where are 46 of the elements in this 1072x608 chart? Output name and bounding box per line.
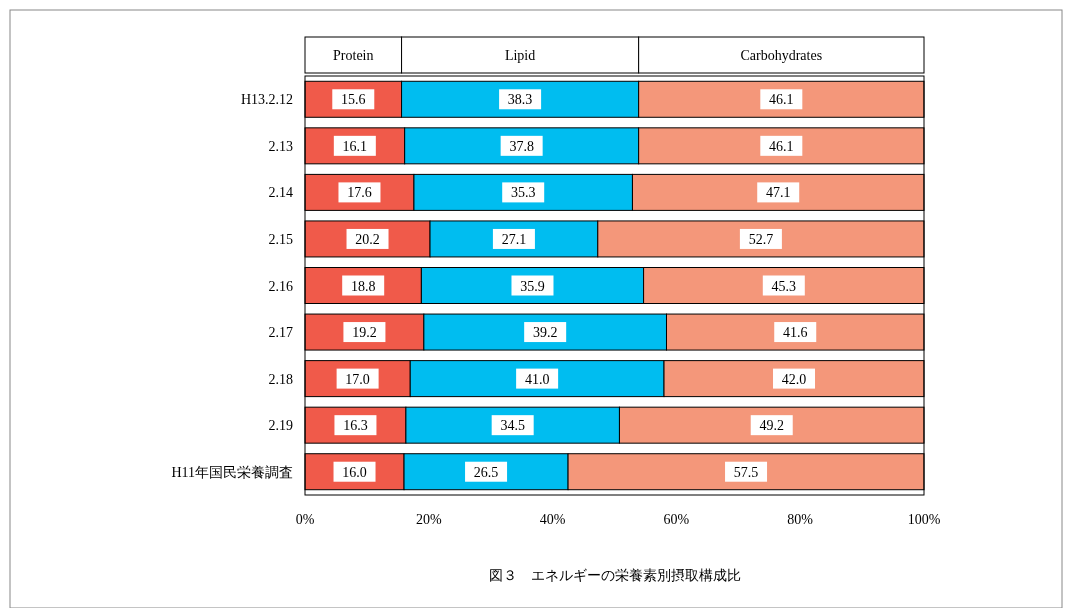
data-label: 37.8 <box>509 138 534 154</box>
data-label: 16.3 <box>343 418 368 434</box>
y-tick-label: 2.15 <box>268 231 293 247</box>
data-label: 47.1 <box>765 185 791 201</box>
data-label: 45.3 <box>771 278 797 294</box>
data-label: 16.0 <box>342 464 367 480</box>
data-label: 52.7 <box>748 231 774 247</box>
data-label: 17.6 <box>347 185 372 201</box>
caption: 図３ エネルギーの栄養素別摂取構成比 <box>488 568 741 583</box>
x-tick-label: 0% <box>295 512 315 527</box>
data-label: 15.6 <box>341 92 366 108</box>
data-label: 19.2 <box>352 325 377 341</box>
x-tick-label: 20% <box>415 512 442 527</box>
data-label: 35.9 <box>520 278 545 294</box>
data-label: 27.1 <box>501 231 527 247</box>
series-label: Carbohydrates <box>740 48 823 63</box>
data-label: 46.1 <box>769 92 794 108</box>
y-tick-label: 2.19 <box>268 418 293 434</box>
y-tick-label: 2.14 <box>268 185 293 201</box>
data-label: 34.5 <box>500 418 525 434</box>
data-label: 39.2 <box>532 325 558 341</box>
series-label: Lipid <box>504 48 536 63</box>
data-label: 16.1 <box>342 138 368 154</box>
y-tick-label: H13.2.12 <box>240 92 293 108</box>
data-label: 49.2 <box>759 418 784 434</box>
data-label: 20.2 <box>355 231 380 247</box>
data-label: 18.8 <box>350 278 376 294</box>
data-label: 17.0 <box>345 371 370 387</box>
series-label: Protein <box>333 48 374 63</box>
data-label: 41.0 <box>524 371 550 387</box>
data-label: 35.3 <box>510 185 536 201</box>
data-label: 46.1 <box>769 138 794 154</box>
x-tick-label: 40% <box>539 512 566 527</box>
y-tick-label: 2.17 <box>268 325 293 341</box>
data-label: 38.3 <box>507 92 533 108</box>
x-tick-label: 100% <box>907 512 941 527</box>
x-tick-label: 80% <box>787 512 814 527</box>
data-label: 41.6 <box>783 325 808 341</box>
data-label: 57.5 <box>733 464 759 480</box>
y-tick-label: 2.16 <box>268 278 293 294</box>
y-tick-label: 2.13 <box>268 138 293 154</box>
y-tick-label: H11年国民栄養調査 <box>171 464 293 480</box>
y-tick-label: 2.18 <box>268 371 293 387</box>
x-tick-label: 60% <box>663 512 690 527</box>
data-label: 42.0 <box>781 371 807 387</box>
data-label: 26.5 <box>473 464 499 480</box>
